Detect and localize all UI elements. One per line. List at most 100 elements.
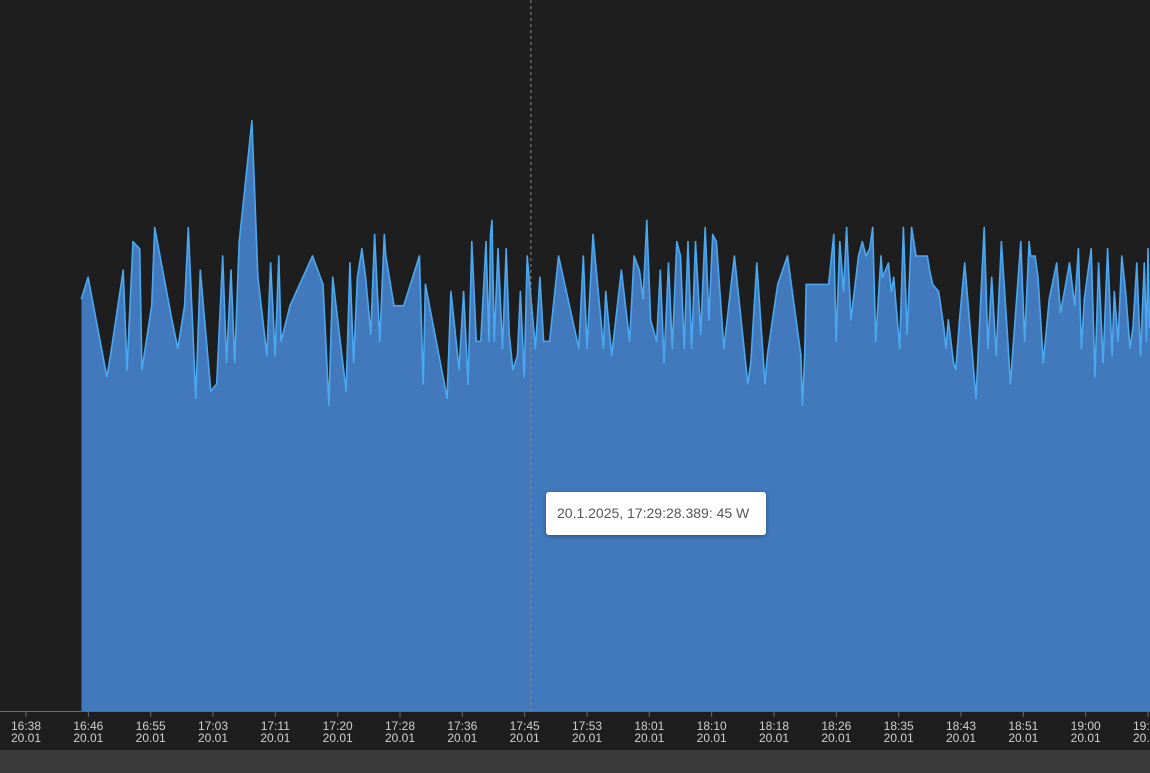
data-point[interactable] <box>446 397 448 400</box>
data-point[interactable] <box>833 233 835 236</box>
data-point[interactable] <box>489 233 492 236</box>
data-point[interactable] <box>542 340 545 343</box>
data-point[interactable] <box>106 376 108 378</box>
data-point[interactable] <box>947 319 950 321</box>
data-point[interactable] <box>805 283 807 286</box>
data-point[interactable] <box>582 255 585 257</box>
data-point[interactable] <box>747 383 749 385</box>
data-point[interactable] <box>501 347 504 350</box>
data-point[interactable] <box>383 233 386 236</box>
data-point[interactable] <box>1124 290 1127 293</box>
data-point[interactable] <box>646 219 648 222</box>
data-point[interactable] <box>1145 340 1148 343</box>
data-point[interactable] <box>424 283 427 286</box>
data-point[interactable] <box>750 361 752 364</box>
data-point[interactable] <box>887 262 890 264</box>
data-point[interactable] <box>505 248 508 250</box>
data-point[interactable] <box>800 354 802 357</box>
data-point[interactable] <box>766 354 769 357</box>
data-point[interactable] <box>1037 276 1039 279</box>
data-point[interactable] <box>548 340 551 343</box>
data-point[interactable] <box>850 319 852 321</box>
data-point[interactable] <box>289 304 291 307</box>
data-point[interactable] <box>1097 262 1100 264</box>
data-point[interactable] <box>679 255 682 257</box>
data-point[interactable] <box>1111 354 1113 357</box>
data-point[interactable] <box>602 347 605 350</box>
data-point[interactable] <box>526 255 528 257</box>
data-point[interactable] <box>610 354 613 357</box>
data-point[interactable] <box>764 383 766 385</box>
data-point[interactable] <box>471 240 473 243</box>
data-point[interactable] <box>87 276 89 279</box>
data-point[interactable] <box>364 276 367 279</box>
data-point[interactable] <box>519 290 522 293</box>
data-point[interactable] <box>663 361 665 364</box>
data-point[interactable] <box>868 248 871 250</box>
horizontal-scrollbar[interactable] <box>0 750 1150 773</box>
data-point[interactable] <box>690 347 693 350</box>
data-point[interactable] <box>523 376 525 378</box>
data-point[interactable] <box>251 120 253 122</box>
data-point[interactable] <box>508 333 511 336</box>
data-point[interactable] <box>803 354 806 357</box>
data-point[interactable] <box>995 354 997 357</box>
data-point[interactable] <box>902 226 905 229</box>
data-point[interactable] <box>361 248 363 250</box>
data-point[interactable] <box>715 240 718 243</box>
data-point[interactable] <box>1090 248 1092 250</box>
data-point[interactable] <box>704 226 706 229</box>
data-point[interactable] <box>418 255 421 257</box>
data-point[interactable] <box>1000 240 1003 243</box>
data-point[interactable] <box>345 390 347 392</box>
data-point[interactable] <box>1014 312 1017 314</box>
data-point[interactable] <box>890 290 893 293</box>
data-point[interactable] <box>987 347 989 350</box>
data-point[interactable] <box>352 361 355 364</box>
data-point[interactable] <box>534 347 537 350</box>
data-point[interactable] <box>915 255 917 257</box>
data-point[interactable] <box>871 226 874 229</box>
data-point[interactable] <box>1042 361 1045 364</box>
data-point[interactable] <box>132 240 134 243</box>
data-point[interactable] <box>257 276 259 279</box>
data-point[interactable] <box>1059 312 1062 314</box>
data-point[interactable] <box>687 240 689 243</box>
data-point[interactable] <box>1023 340 1026 343</box>
data-point[interactable] <box>963 262 966 264</box>
data-point[interactable] <box>649 319 652 321</box>
data-point[interactable] <box>356 276 359 279</box>
data-point[interactable] <box>210 390 212 392</box>
data-point[interactable] <box>539 276 541 279</box>
data-point[interactable] <box>462 290 465 293</box>
data-point[interactable] <box>931 283 934 286</box>
data-point[interactable] <box>349 262 351 264</box>
data-point[interactable] <box>892 276 895 279</box>
data-point[interactable] <box>861 240 864 243</box>
data-point[interactable] <box>642 297 644 300</box>
data-point[interactable] <box>776 283 779 286</box>
data-point[interactable] <box>1055 262 1058 264</box>
data-point[interactable] <box>195 397 197 400</box>
data-point[interactable] <box>827 283 830 286</box>
data-point[interactable] <box>592 233 594 236</box>
data-point[interactable] <box>638 269 641 272</box>
data-point[interactable] <box>485 240 487 243</box>
data-point[interactable] <box>1077 248 1080 250</box>
data-point[interactable] <box>109 354 112 357</box>
data-point[interactable] <box>676 240 678 243</box>
data-point[interactable] <box>1009 383 1012 385</box>
data-point[interactable] <box>177 347 179 350</box>
data-point[interactable] <box>233 361 236 364</box>
data-point[interactable] <box>699 333 702 336</box>
data-point[interactable] <box>480 340 482 343</box>
data-point[interactable] <box>238 240 240 243</box>
data-point[interactable] <box>586 347 588 350</box>
data-point[interactable] <box>373 233 376 236</box>
data-point[interactable] <box>633 255 635 257</box>
data-point[interactable] <box>1029 255 1032 257</box>
data-point[interactable] <box>1068 262 1071 264</box>
data-point[interactable] <box>1136 262 1138 264</box>
data-point[interactable] <box>990 276 993 279</box>
data-point[interactable] <box>280 340 282 343</box>
